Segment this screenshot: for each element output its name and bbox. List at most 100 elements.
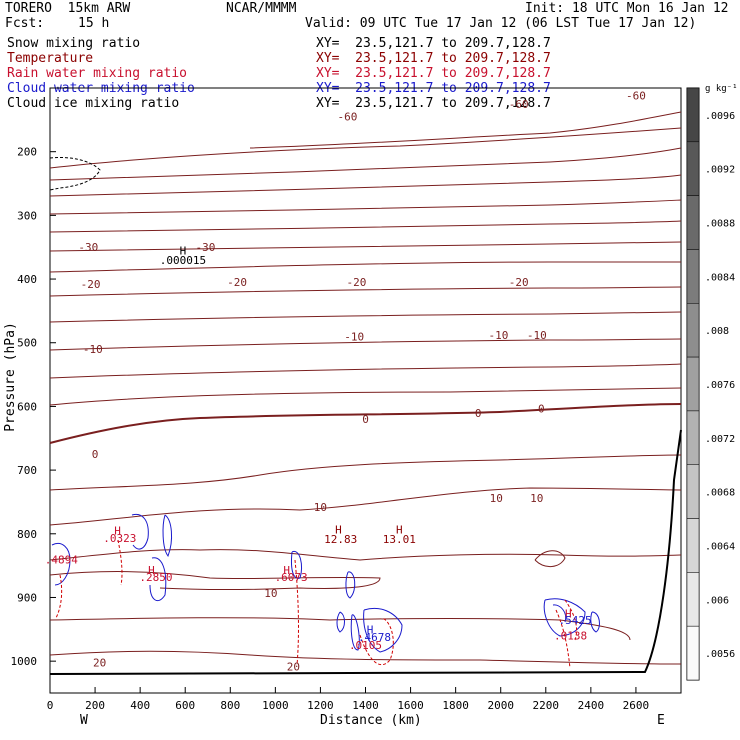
x-endpoint-east: E: [657, 713, 665, 728]
plot-frame: [49, 87, 682, 694]
y-axis-title: Pressure (hPa): [2, 322, 18, 432]
header-org: NCAR/MMMM: [226, 1, 297, 16]
isotherm-label: -60: [509, 98, 529, 111]
field-name-rain: Rain water mixing ratio: [7, 66, 188, 81]
extremum-label: .4678: [358, 631, 391, 644]
isotherm-label: 0: [92, 448, 99, 461]
colorbar-cell: [686, 625, 700, 681]
x-axis-title: Distance (km): [320, 713, 422, 728]
extremum-label: 12.83: [324, 533, 357, 546]
x-tick-label: 1800: [442, 699, 469, 712]
x-tick-label: 600: [175, 699, 195, 712]
isotherm-label: -10: [83, 343, 103, 356]
x-axis: 0 200 400 600 800 1000 1200 1400 1600 1800 2000 220…: [47, 687, 649, 712]
extremum-label: H: [180, 244, 187, 257]
y-tick-label: 300: [17, 209, 37, 222]
extremum-label: .2850: [139, 571, 172, 584]
colorbar-cell: [686, 87, 700, 143]
rain-water-contours: [55, 539, 578, 669]
isotherm-label: -20: [509, 276, 529, 289]
x-tick-label: 1000: [262, 699, 289, 712]
colorbar-tick-label: .0084: [705, 272, 735, 283]
extremum-label: H: [396, 523, 403, 536]
colorbar-tick-label: .0088: [705, 219, 735, 230]
colorbar-cell: [686, 195, 700, 250]
isotherm-label: 10: [490, 492, 503, 505]
isotherm-label: 0: [362, 413, 369, 426]
header-valid: Valid: 09 UTC Tue 17 Jan 12 (06 LST Tue …: [305, 16, 697, 31]
colorbar-unit: g kg⁻¹: [705, 84, 738, 94]
x-tick-label: 1200: [307, 699, 334, 712]
terrain: [49, 429, 682, 675]
extremum-label: .000015: [160, 254, 206, 267]
y-tick-label: 800: [17, 528, 37, 541]
isotherm-g: [49, 363, 682, 379]
isotherm-20: [49, 650, 682, 665]
extremum-label: H: [335, 523, 342, 536]
isotherm-h: [49, 387, 682, 406]
colorbar-cell: [686, 410, 700, 465]
isotherm-label: -60: [338, 111, 358, 124]
colorbar-cell: [686, 518, 700, 573]
extremum-label: .6073: [275, 571, 308, 584]
colorbar-cell: [686, 141, 700, 196]
field-name-cloud-water: Cloud water mixing ratio: [7, 81, 195, 96]
x-tick-label: 200: [85, 699, 105, 712]
isotherm-label: 0: [475, 407, 482, 420]
colorbar-tick-label: .008: [705, 326, 729, 337]
cloud-ice-contour: [49, 157, 101, 191]
y-tick-label: 1000: [11, 655, 38, 668]
cloud-water-contours: [51, 513, 600, 653]
x-endpoint-west: W: [80, 713, 88, 728]
extremum-label: .0323: [103, 532, 136, 545]
extremum-label: .5425: [559, 614, 592, 627]
header-init: Init: 18 UTC Mon 16 Jan 12: [525, 1, 729, 16]
colorbar-cell: [686, 464, 700, 519]
colorbar-cells: .0096 .0092 .0088 .0084 .008 .0076 .0072 .0068.…: [686, 87, 735, 681]
extremum-label: .0105: [349, 639, 382, 652]
colorbar-tick-label: .0068: [705, 488, 735, 499]
x-tick-label: 1400: [352, 699, 379, 712]
isotherm-label: -30: [196, 241, 216, 254]
y-tick-label: 400: [17, 273, 37, 286]
isotherm-label: -20: [81, 278, 101, 291]
temperature-contours: [49, 111, 682, 665]
x-tick-label: 2400: [578, 699, 605, 712]
isotherm-label: -10: [489, 329, 509, 342]
y-tick-label: 700: [17, 464, 37, 477]
field-xy-cloud-ice: XY= 23.5,121.7 to 209.7,128.7: [316, 96, 551, 111]
colorbar-tick-label: .0092: [705, 165, 735, 176]
x-tick-label: 1600: [397, 699, 424, 712]
y-tick-label: 900: [17, 591, 37, 604]
isotherm-label: -30: [78, 241, 98, 254]
colorbar-tick-label: .0056: [705, 649, 735, 660]
field-xy-rain: XY= 23.5,121.7 to 209.7,128.7: [316, 66, 551, 81]
extremum-label: H: [148, 564, 155, 577]
extremum-label: .0138: [554, 630, 587, 643]
isotherm-l: [49, 617, 631, 641]
field-name-snow: Snow mixing ratio: [7, 36, 141, 51]
colorbar-tick-label: .0064: [705, 541, 735, 552]
isotherm-label: 0: [538, 402, 545, 415]
y-tick-label: 200: [17, 146, 37, 159]
isotherm-f: [49, 311, 682, 323]
isotherm-label: 10: [264, 587, 277, 600]
extremum-label: H: [367, 623, 374, 636]
x-tick-label: 0: [47, 699, 54, 712]
y-axis: 200 300 400 500 600 700 800 900 1000: [11, 146, 56, 668]
isotherm-label: 10: [314, 501, 327, 514]
colorbar-tick-label: .006: [705, 595, 729, 606]
isotherm-minus20: [49, 286, 682, 297]
isotherm-minus60: [49, 127, 682, 169]
isotherm-zero: [49, 403, 682, 444]
isotherm-d: [49, 220, 682, 233]
isotherm-b: [49, 174, 682, 197]
colorbar-tick-label: .0072: [705, 434, 735, 445]
isotherm-label: 10: [530, 492, 543, 505]
isotherm-label: -10: [344, 330, 364, 343]
isotherm-j: [49, 549, 682, 561]
isotherm-c: [49, 199, 682, 215]
colorbar-cell: [686, 572, 700, 627]
isotherm-label: -20: [347, 276, 367, 289]
